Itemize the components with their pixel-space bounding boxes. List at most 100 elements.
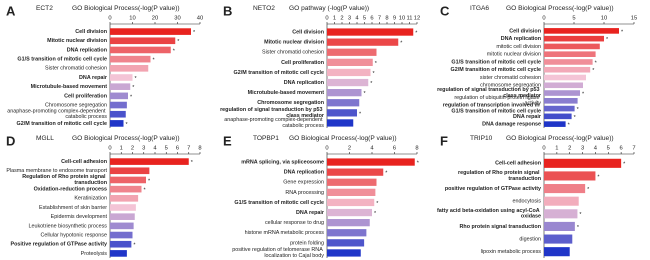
category-label: DNA replication [67,47,107,53]
category-label: Mitotic nuclear division [264,40,324,46]
significance-mark: * [193,30,196,36]
significance-mark: * [606,37,609,43]
x-tick-label: 3 [581,146,584,152]
category-label: DNA replication [284,80,324,86]
x-tick-label: 10 [399,16,405,22]
bar [544,82,583,89]
x-tick-label: 1 [120,146,123,152]
panel-letter: E [223,133,232,148]
significance-mark: * [144,188,147,194]
chart-title: GO pathway (-log(P value)) [289,5,369,12]
x-tick-label: 5 [363,16,366,22]
x-tick-label: 4 [370,146,374,152]
category-label: endocytosis [513,199,542,205]
category-label: Sister chromatid cohesion [262,50,324,56]
category-label: G1/S transition of mitotic cell cycle [451,59,541,65]
bar [110,74,133,81]
bar [544,59,593,65]
panel-letter: D [6,133,15,148]
category-label: positive regulation of telomerase RNA lo… [232,247,324,259]
gene-name: NETO2 [253,5,275,12]
x-tick-label: 9 [393,16,396,22]
chart-title: GO Biological Process(-log(P value)) [72,135,180,142]
x-tick-label: 15 [631,16,637,22]
bar [544,113,572,120]
bar [110,65,149,72]
category-label: Regulation of Rho protein signal transdu… [22,174,107,186]
category-label: Cell division [292,29,324,35]
significance-mark: * [577,107,580,113]
category-label: mitotic nuclear division [487,52,541,58]
bar [110,222,134,230]
bar [544,247,570,257]
significance-mark: * [133,243,136,249]
category-label: digestion [519,236,541,242]
x-tick-label: 4 [594,146,598,152]
x-tick-label: 4 [355,16,359,22]
bar [110,204,136,211]
category-label: Establishment of skin barrier [39,205,107,211]
category-label: DNA replication [284,170,324,176]
category-label: Chromosome segregation [257,100,324,106]
x-tick-label: 7 [632,146,635,152]
x-tick-label: 7 [378,16,381,22]
significance-mark: * [130,94,133,100]
x-tick-label: 8 [385,16,388,22]
bar [544,209,578,219]
significance-mark: * [415,30,418,36]
category-label: Proteolysis [81,251,108,257]
bar [110,28,191,35]
category-label: Cell division [509,28,541,34]
x-tick-label: 11 [406,16,412,22]
significance-mark: * [587,187,590,193]
bar [544,158,622,168]
significance-mark: * [623,162,626,168]
category-label: Gene expression [283,180,324,186]
bar [110,231,133,239]
category-label: DNA damage response [482,122,541,128]
significance-mark: * [385,171,388,177]
significance-mark: * [132,85,135,91]
category-label: G2/M transition of mitotic cell cycle [17,121,107,127]
significance-mark: * [173,48,176,54]
category-label: fatty acid beta-oxidation using acyl-CoA… [437,208,541,220]
bar [544,51,596,57]
x-tick-label: 1 [333,16,336,22]
bar [110,167,150,175]
category-label: Keratinization [74,196,107,202]
x-tick-label: 0 [108,146,111,152]
bar [544,121,566,127]
bar [327,68,371,77]
bar [327,178,377,186]
category-label: anaphase-promoting complex-dependent cat… [224,117,324,129]
category-label: positive regulation of GTPase activity [445,186,541,192]
bar [544,171,596,181]
x-tick-label: 12 [414,16,420,22]
bar [110,46,171,54]
gene-name: ITGA6 [470,5,489,12]
bar [327,208,372,217]
significance-mark: * [595,60,598,66]
x-tick-label: 0 [542,16,545,22]
category-label: RNA processing [285,190,324,196]
x-tick-label: 2 [340,16,343,22]
bar [110,37,176,45]
x-tick-label: 0 [325,16,328,22]
bar [110,101,127,109]
significance-mark: * [177,39,180,45]
category-label: regulation of signal transduction by p53… [437,88,542,100]
category-label: anaphase-promoting complex-dependent cat… [7,109,107,121]
bar [327,99,360,107]
significance-mark: * [191,160,194,166]
category-label: Epidermis development [51,214,108,220]
category-label: Microtubule-based movement [248,90,325,96]
significance-mark: * [373,71,376,77]
category-label: G1/S transition of mitotic cell cycle [17,57,107,63]
gene-name: ECT2 [36,5,53,12]
category-label: regulation of signal transduction by p53… [220,107,325,119]
bar [327,249,361,257]
x-tick-label: 0 [542,146,545,152]
bar [327,89,362,97]
bar [327,109,357,117]
bar [544,221,575,231]
